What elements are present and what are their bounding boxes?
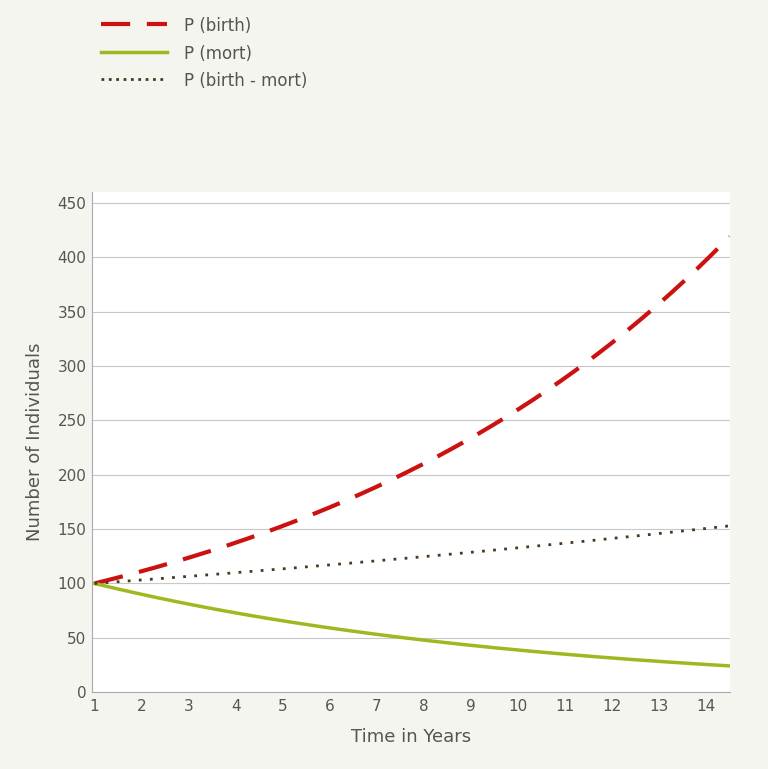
Y-axis label: Number of Individuals: Number of Individuals [25,343,44,541]
Legend: P (birth), P (mort), P (birth - mort): P (birth), P (mort), P (birth - mort) [94,11,314,97]
X-axis label: Time in Years: Time in Years [351,728,471,746]
